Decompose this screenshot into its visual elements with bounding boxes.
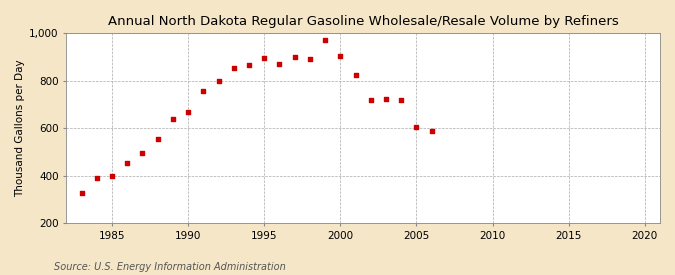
Point (304, 57, 315, 62)
Point (107, 174, 117, 178)
Point (335, 54, 346, 58)
Point (350, 73, 361, 77)
Point (381, 96, 392, 101)
Point (259, 56, 269, 60)
Point (396, 98, 406, 102)
Point (183, 109, 194, 114)
Point (411, 125, 422, 129)
Point (167, 117, 178, 121)
Point (122, 160, 132, 165)
Point (153, 137, 163, 141)
Point (274, 62, 285, 66)
Y-axis label: Thousand Gallons per Day: Thousand Gallons per Day (15, 59, 25, 197)
Point (228, 65, 239, 70)
Point (244, 63, 254, 68)
Point (137, 151, 148, 155)
Point (290, 55, 300, 59)
Title: Annual North Dakota Regular Gasoline Wholesale/Resale Volume by Refiners: Annual North Dakota Regular Gasoline Who… (108, 15, 618, 28)
Point (198, 89, 209, 94)
Point (213, 79, 224, 83)
Point (426, 128, 437, 133)
Point (91, 176, 102, 180)
Point (365, 98, 376, 102)
Point (320, 38, 331, 43)
Point (76, 191, 87, 196)
Text: Source: U.S. Energy Information Administration: Source: U.S. Energy Information Administ… (54, 262, 286, 272)
